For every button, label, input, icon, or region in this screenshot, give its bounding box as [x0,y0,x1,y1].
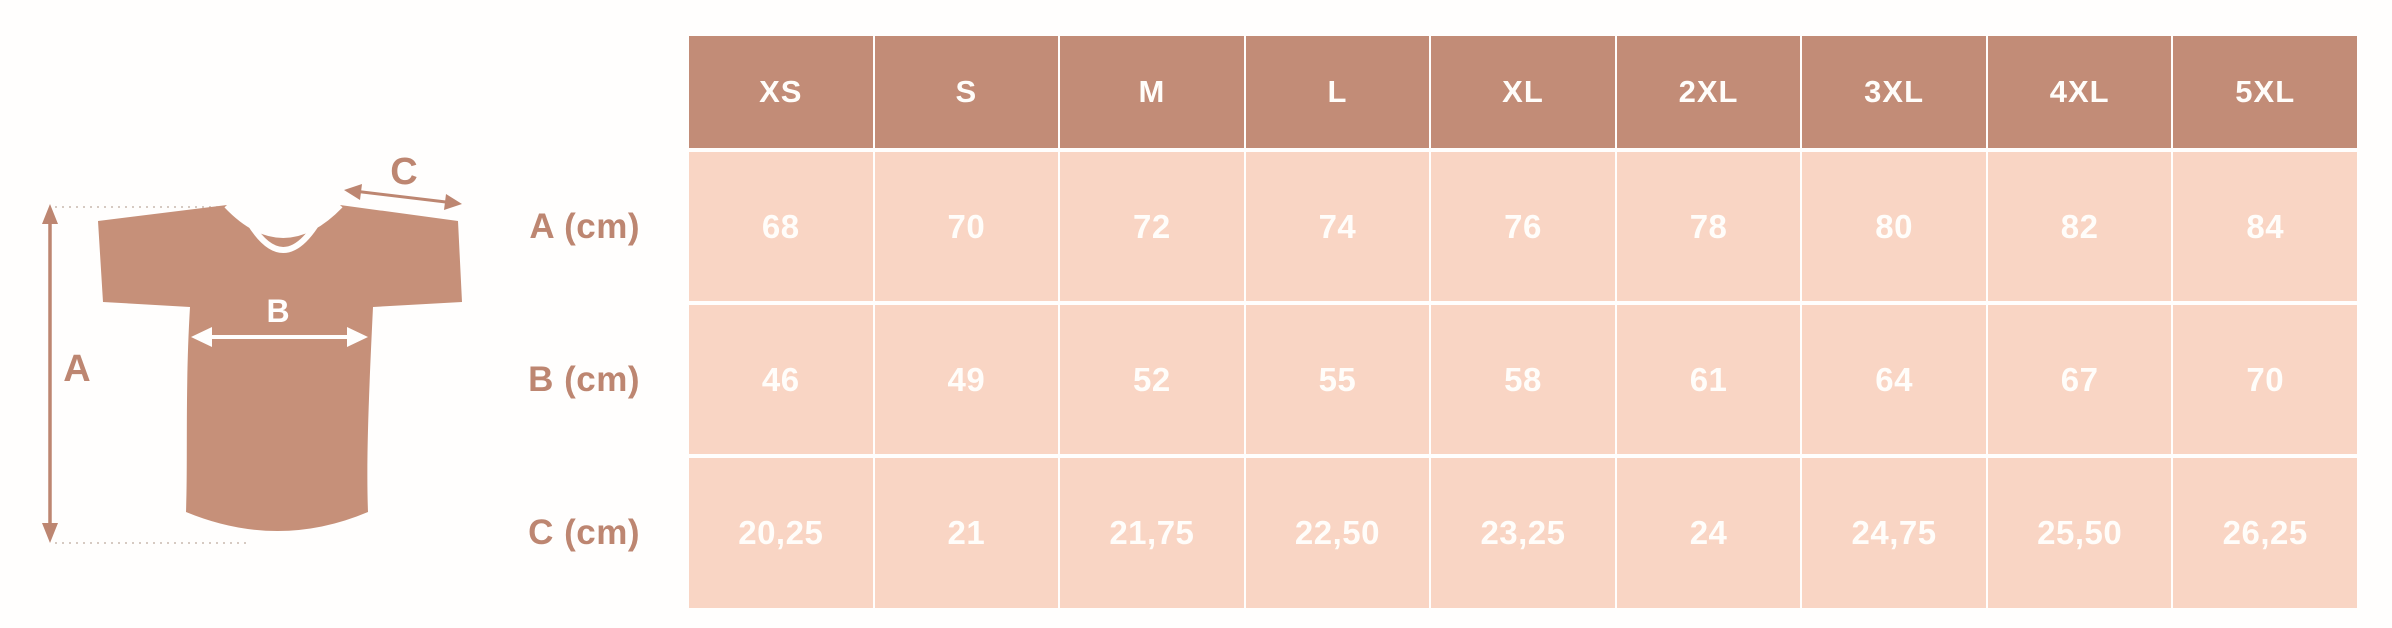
size-value-cell: 23,25 [1431,458,1615,608]
measure-c-arrow [357,190,449,204]
size-value-cell: 24 [1616,458,1801,608]
size-value-cell: 84 [2173,152,2357,301]
measure-a-label: A [63,348,90,390]
size-value-cell: 49 [874,305,1059,454]
size-value-cell: 67 [1987,305,2172,454]
size-value-cell: 78 [1616,152,1801,301]
size-header-cell: 4XL [1987,36,2172,148]
size-header-cell: 5XL [2173,36,2357,148]
measure-a-arrowhead-up [42,204,58,224]
size-value-cell: 25,50 [1987,458,2172,608]
row-label-a: A (cm) [529,206,640,246]
size-value-cell: 64 [1802,305,1986,454]
size-value-cell: 82 [1987,152,2172,301]
measure-c-label: C [390,151,417,193]
tshirt-shape [98,205,462,531]
size-header-cell: 3XL [1802,36,1986,148]
measure-c-arrowhead-left [344,184,362,200]
size-value-cell: 80 [1802,152,1986,301]
size-header-cell: XL [1431,36,1615,148]
size-value-cell: 76 [1431,152,1615,301]
size-header-cell: L [1245,36,1430,148]
row-label-b: B (cm) [528,359,640,399]
size-value-cell: 26,25 [2173,458,2357,608]
measure-b-label: B [266,293,289,329]
measure-c-arrowhead-right [444,194,462,210]
size-header-cell: M [1060,36,1244,148]
size-value-cell: 72 [1060,152,1244,301]
tshirt-diagram: A B C [42,151,462,544]
size-header-cell: S [874,36,1059,148]
measure-b-arrowhead-right [347,327,368,347]
measure-a-arrowhead-down [42,523,58,543]
size-value-cell: 74 [1245,152,1430,301]
size-value-cell: 22,50 [1245,458,1430,608]
size-value-cell: 70 [2173,305,2357,454]
size-value-cell: 58 [1431,305,1615,454]
size-value-cell: 70 [874,152,1059,301]
size-value-cell: 21 [874,458,1059,608]
collar-inner-arc [238,205,329,253]
size-value-cell: 68 [689,152,873,301]
size-value-cell: 24,75 [1802,458,1986,608]
row-label-c: C (cm) [528,513,640,552]
measure-b-arrowhead-left [191,327,212,347]
size-header-cell: 2XL [1616,36,1801,148]
size-value-cell: 20,25 [689,458,873,608]
size-value-cell: 55 [1245,305,1430,454]
size-header-cell: XS [689,36,873,148]
size-value-cell: 52 [1060,305,1244,454]
collar-outer-arc [224,202,343,238]
size-value-cell: 46 [689,305,873,454]
size-value-cell: 21,75 [1060,458,1244,608]
size-value-cell: 61 [1616,305,1801,454]
size-table: XS S M L XL 2XL 3XL 4XL 5XL 68 70 72 74 … [689,36,2357,608]
